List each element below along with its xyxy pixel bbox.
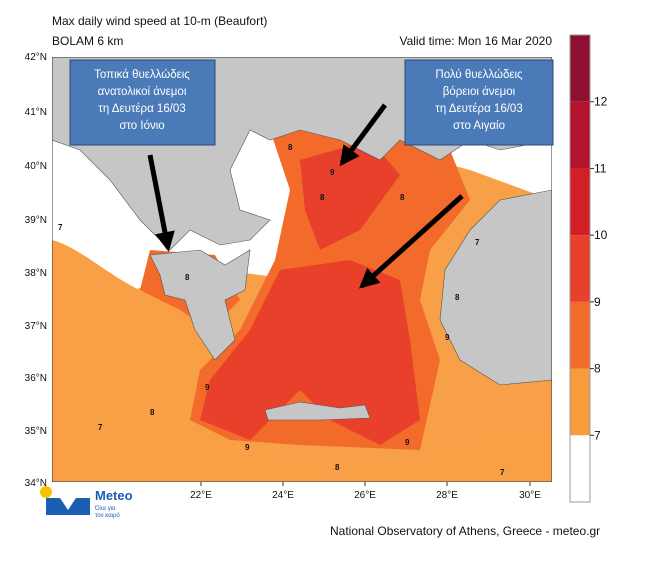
colorbar-label: 9 <box>594 295 601 309</box>
colorbar-label: 8 <box>594 362 601 376</box>
contour-label: 9 <box>245 443 250 452</box>
annotation-line: στο Αιγαίο <box>453 120 505 132</box>
contour-label: 9 <box>330 168 335 177</box>
longitude-label: 22°E <box>190 490 212 501</box>
colorbar-label: 12 <box>594 95 608 109</box>
colorbar-band <box>570 101 590 169</box>
contour-label: 8 <box>288 143 293 152</box>
colorbar-label: 7 <box>594 428 601 442</box>
annotation-box <box>69 59 216 146</box>
annotations <box>69 59 554 289</box>
longitude-label: 26°E <box>354 490 376 501</box>
subtitle: BOLAM 6 km <box>52 34 123 48</box>
colorbar-label: 10 <box>594 228 608 242</box>
longitude-label: 24°E <box>272 490 294 501</box>
colorbar-band <box>570 35 590 102</box>
contour-label: 8 <box>455 293 460 302</box>
latitude-label: 38°N <box>25 268 47 279</box>
contour-label: 8 <box>400 193 405 202</box>
contour-label: 7 <box>98 423 103 432</box>
latitude-label: 42°N <box>25 52 47 63</box>
annotation-line: στο Ιόνιο <box>119 120 164 132</box>
contour-label: 8 <box>320 193 325 202</box>
colorbar-band <box>570 235 590 302</box>
contour-label: 8 <box>335 463 340 472</box>
contour-label: 7 <box>58 223 63 232</box>
logo-tagline: Όλα για <box>94 506 116 512</box>
annotation-line: Πολύ θυελλώδεις <box>435 69 523 81</box>
annotation-line: Τοπικά θυελλώδεις <box>94 69 190 81</box>
latitude-label: 35°N <box>25 426 47 437</box>
colorbar-band <box>570 435 590 502</box>
latitude-label: 34°N <box>25 478 47 489</box>
longitude-label: 30°E <box>519 490 541 501</box>
latitude-label: 37°N <box>25 321 47 332</box>
arrow <box>339 103 388 167</box>
arrow <box>147 154 175 252</box>
annotation-line: τη Δευτέρα 16/03 <box>98 103 185 115</box>
latitude-label: 39°N <box>25 215 47 226</box>
logo-tagline: τον καιρό <box>95 512 120 519</box>
contour-label: 9 <box>405 438 410 447</box>
annotation-line: τη Δευτέρα 16/03 <box>435 103 522 115</box>
contour-label: 9 <box>445 333 450 342</box>
colorbar-band <box>570 168 590 236</box>
contour-label: 7 <box>475 238 480 247</box>
arrow <box>359 194 464 289</box>
latitude-label: 41°N <box>25 107 47 118</box>
colorbar-frame <box>569 34 591 503</box>
contour-label: 9 <box>205 383 210 392</box>
contour-label: 8 <box>150 408 155 417</box>
logo-name: Meteo <box>95 488 133 503</box>
annotation-line: ανατολικοί άνεμοι <box>98 86 187 98</box>
contour-label: 8 <box>185 273 190 282</box>
valid-time: Valid time: Mon 16 Mar 2020 <box>399 34 552 48</box>
colorbar-band <box>570 301 590 369</box>
colorbar-label: 11 <box>594 161 607 175</box>
logo: Meteo Όλα για τον καιρό <box>40 486 133 519</box>
annotation-line: βόρειοι άνεμοι <box>443 86 516 98</box>
longitude-label: 28°E <box>436 490 458 501</box>
footer: National Observatory of Athens, Greece -… <box>330 524 600 538</box>
title: Max daily wind speed at 10-m (Beaufort) <box>52 14 267 28</box>
latitude-label: 36°N <box>25 373 47 384</box>
contour-label: 7 <box>500 468 505 477</box>
annotation-box <box>404 59 554 146</box>
latitude-label: 40°N <box>25 161 47 172</box>
contour-labels: 7 7 8 8 9 9 8 8 9 7 8 9 9 8 8 7 <box>58 143 505 477</box>
colorbar-band <box>570 368 590 436</box>
